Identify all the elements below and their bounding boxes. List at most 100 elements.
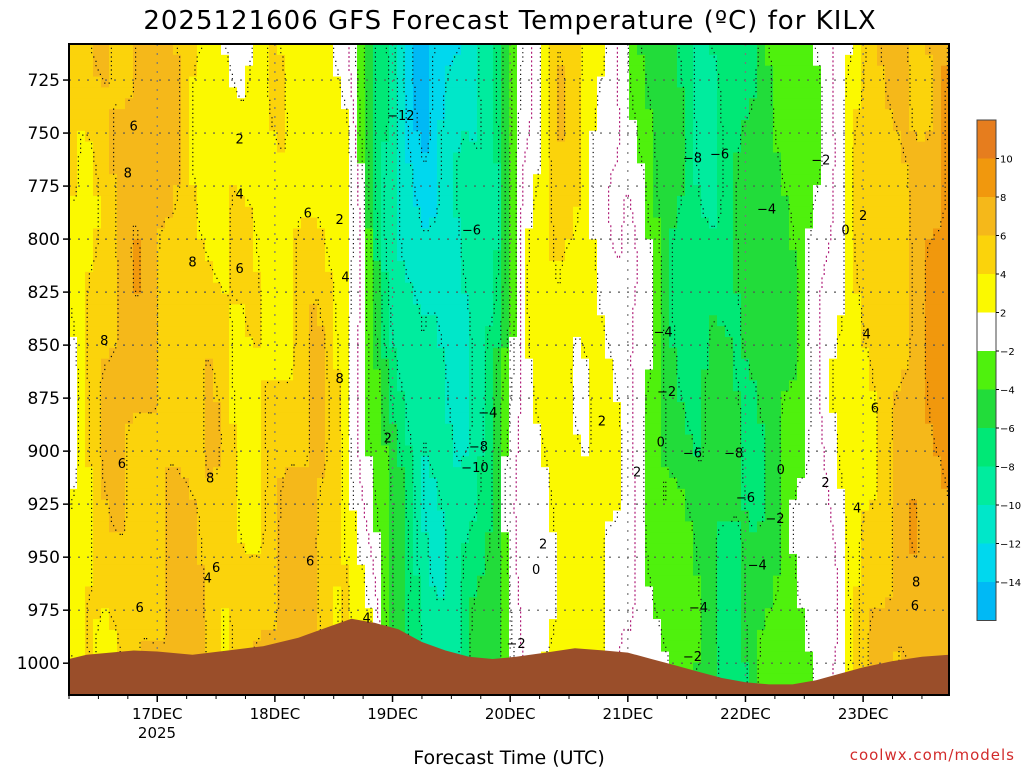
temperature-cell: [429, 163, 438, 175]
temperature-cell: [693, 640, 702, 653]
temperature-cell: [197, 44, 206, 56]
temperature-cell: [621, 261, 630, 273]
temperature-cell: [125, 185, 134, 197]
temperature-cell: [405, 76, 414, 88]
temperature-cell: [285, 597, 294, 609]
temperature-cell: [621, 76, 630, 88]
temperature-cell: [181, 141, 190, 154]
temperature-cell: [157, 76, 166, 88]
temperature-cell: [533, 228, 542, 240]
temperature-cell: [341, 87, 350, 99]
temperature-cell: [509, 119, 518, 132]
temperature-cell: [373, 434, 382, 447]
temperature-cell: [213, 640, 222, 653]
temperature-cell: [661, 629, 670, 642]
temperature-cell: [141, 521, 150, 533]
temperature-cell: [589, 640, 598, 653]
temperature-cell: [589, 217, 598, 230]
temperature-cell: [109, 98, 118, 110]
temperature-cell: [365, 109, 374, 121]
temperature-cell: [541, 488, 550, 501]
temperature-cell: [325, 326, 334, 338]
temperature-cell: [125, 336, 134, 349]
temperature-cell: [245, 608, 254, 620]
temperature-cell: [637, 65, 646, 78]
temperature-cell: [677, 336, 686, 349]
temperature-cell: [605, 261, 614, 273]
temperature-cell: [653, 282, 662, 295]
temperature-cell: [709, 87, 718, 99]
temperature-cell: [317, 456, 326, 468]
temperature-cell: [669, 532, 678, 544]
temperature-cell: [405, 423, 414, 436]
temperature-cell: [77, 206, 86, 219]
temperature-cell: [341, 608, 350, 620]
temperature-cell: [317, 499, 326, 512]
temperature-cell: [445, 109, 454, 121]
temperature-cell: [101, 152, 110, 164]
temperature-cell: [93, 488, 102, 501]
temperature-cell: [373, 261, 382, 273]
temperature-cell: [557, 326, 566, 338]
temperature-cell: [245, 228, 254, 240]
temperature-cell: [109, 304, 118, 316]
temperature-cell: [485, 65, 494, 78]
temperature-cell: [501, 478, 510, 490]
temperature-cell: [501, 130, 510, 143]
temperature-cell: [189, 347, 198, 360]
temperature-cell: [709, 293, 718, 305]
temperature-cell: [637, 336, 646, 349]
temperature-cell: [669, 163, 678, 175]
temperature-cell: [205, 456, 214, 468]
temperature-cell: [325, 619, 334, 631]
temperature-cell: [141, 445, 150, 457]
temperature-cell: [237, 152, 246, 164]
temperature-cell: [77, 412, 86, 425]
temperature-cell: [445, 336, 454, 349]
temperature-cell: [421, 586, 430, 598]
temperature-cell: [381, 315, 390, 327]
temperature-cell: [565, 640, 574, 653]
temperature-cell: [341, 109, 350, 121]
temperature-cell: [165, 347, 174, 360]
temperature-cell: [573, 195, 582, 208]
temperature-cell: [413, 174, 422, 186]
temperature-cell: [397, 532, 406, 544]
temperature-cell: [69, 510, 78, 522]
temperature-cell: [533, 109, 542, 121]
temperature-cell: [661, 293, 670, 305]
temperature-cell: [589, 119, 598, 132]
temperature-cell: [373, 163, 382, 175]
temperature-cell: [701, 651, 710, 664]
temperature-cell: [477, 467, 486, 479]
temperature-cell: [685, 456, 694, 468]
temperature-cell: [109, 293, 118, 305]
temperature-cell: [245, 293, 254, 305]
temperature-cell: [125, 499, 134, 512]
temperature-cell: [77, 282, 86, 295]
temperature-cell: [397, 271, 406, 284]
temperature-cell: [477, 98, 486, 110]
temperature-cell: [461, 250, 470, 262]
temperature-cell: [621, 391, 630, 403]
temperature-cell: [317, 163, 326, 175]
temperature-cell: [117, 87, 126, 99]
temperature-cell: [109, 543, 118, 555]
temperature-cell: [389, 412, 398, 425]
temperature-cell: [413, 412, 422, 425]
temperature-cell: [69, 478, 78, 490]
temperature-cell: [149, 206, 158, 219]
temperature-cell: [509, 608, 518, 620]
temperature-cell: [349, 456, 358, 468]
temperature-cell: [149, 521, 158, 533]
temperature-cell: [501, 76, 510, 88]
temperature-cell: [269, 402, 278, 414]
temperature-cell: [725, 206, 734, 219]
temperature-cell: [181, 445, 190, 457]
temperature-cell: [197, 619, 206, 631]
temperature-cell: [405, 98, 414, 110]
temperature-cell: [373, 174, 382, 186]
temperature-cell: [709, 239, 718, 251]
temperature-cell: [613, 575, 622, 588]
temperature-cell: [413, 98, 422, 110]
